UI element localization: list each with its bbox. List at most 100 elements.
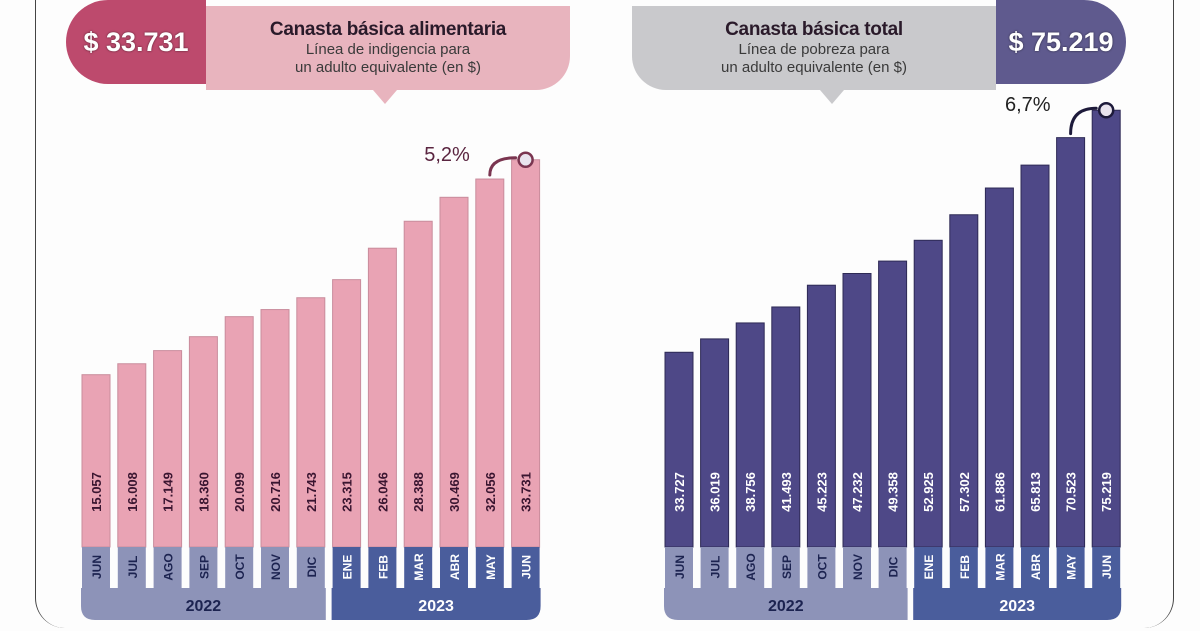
month-cell [225,547,254,588]
month-label: SEP [780,555,794,579]
change-arc [1069,106,1098,136]
value-label: 23.315 [340,472,355,512]
total-basket-title: Canasta básica total [725,19,903,40]
food-basket-chart: 2022 2023 JUN 15.057 JUL 16.008 AGO 17.149 SEP 18… [81,144,541,620]
month-label: DIC [887,556,901,577]
bar [949,214,979,548]
bar [735,322,765,548]
month-cell [332,547,361,588]
month-label: JUN [673,555,687,579]
value-label: 20.099 [232,472,247,512]
value-label: 49.358 [886,472,901,512]
change-percent-label: 5,2% [424,144,470,166]
month-label: MAY [484,554,498,580]
bar [664,351,694,548]
bar [296,297,326,548]
month-label: OCT [815,554,829,580]
month-cell [949,547,978,588]
total-basket-subtitle-2: un adulto equivalente (en $) [721,59,907,76]
month-label: JUN [1100,555,1114,579]
month-label: NOV [269,554,283,580]
food-basket-title: Canasta básica alimentaria [269,19,507,40]
bar [842,272,872,548]
value-label: 41.493 [779,472,794,512]
month-cell [440,547,468,588]
month-label: JUN [90,555,104,579]
month-label: MAR [412,553,426,581]
month-label: JUN [520,555,534,579]
month-label: DIC [305,556,319,577]
bar [439,196,469,548]
month-cell [153,547,182,588]
bar [511,159,541,548]
month-cell [878,547,907,588]
month-label: JUL [126,556,140,579]
bar [367,247,397,548]
month-label: ABR [1029,554,1043,580]
value-label: 70.523 [1064,472,1079,512]
left-panel-frame [35,0,596,628]
month-cell [807,547,836,588]
month-cell [475,547,504,588]
value-label: 52.925 [921,472,936,512]
total-basket-subtitle-1: Línea de pobreza para [738,41,890,58]
value-label: 20.716 [268,472,283,512]
month-cell [1092,547,1121,588]
month-label: ENE [341,555,355,580]
bar [188,336,218,548]
month-label: OCT [233,554,247,580]
bar [81,374,111,548]
value-label: 16.008 [125,472,140,512]
month-label: FEB [376,555,390,579]
year-band-2023 [331,588,541,620]
month-cell [665,547,693,588]
value-label: 33.727 [672,472,687,512]
value-label: 17.149 [161,472,176,512]
value-label: 47.232 [850,472,865,512]
month-label: ENE [922,555,936,580]
bar [771,306,801,548]
month-cell [368,547,397,588]
food-basket-banner: Canasta básica alimentaria Línea de indi… [206,6,570,90]
value-label: 61.886 [992,472,1007,512]
value-label: 30.469 [447,472,462,512]
month-cell [261,547,289,588]
change-marker-circle [517,151,534,169]
total-basket-value: $ 75.219 [1008,26,1114,57]
value-label: 28.388 [411,472,426,512]
year-label: 2022 [186,598,222,615]
change-marker-circle [1097,101,1115,119]
year-band-2022 [81,588,326,620]
value-label: 26.046 [375,472,390,512]
value-label: 45.223 [814,472,829,512]
bar [153,350,183,548]
bar [700,338,730,548]
value-label: 15.057 [89,472,104,512]
right-panel-frame [605,0,1174,628]
food-basket-value-badge: $ 33.731 [66,0,206,84]
year-label: 2023 [999,598,1035,615]
month-label: AGO [162,553,176,580]
bar [332,279,362,548]
bar [913,239,943,548]
value-label: 18.360 [196,472,211,512]
month-cell [117,547,146,588]
bar [260,309,290,548]
year-label: 2022 [768,598,804,615]
value-label: 21.743 [304,472,319,512]
bar [984,187,1014,548]
bar [1056,137,1086,548]
change-arc [488,156,518,177]
month-label: MAY [1065,554,1079,580]
bar [878,260,908,548]
total-basket-chart: 2022 2023 JUN 33.727 JUL 36.019 AGO 38.756 SEP 41… [664,94,1122,620]
value-label: 57.302 [957,472,972,512]
month-label: SEP [197,555,211,579]
month-cell [985,547,1014,588]
month-cell [511,547,540,588]
value-label: 32.056 [483,472,498,512]
month-cell [736,547,765,588]
total-banner-pointer [820,90,844,104]
food-banner-pointer [373,90,397,104]
